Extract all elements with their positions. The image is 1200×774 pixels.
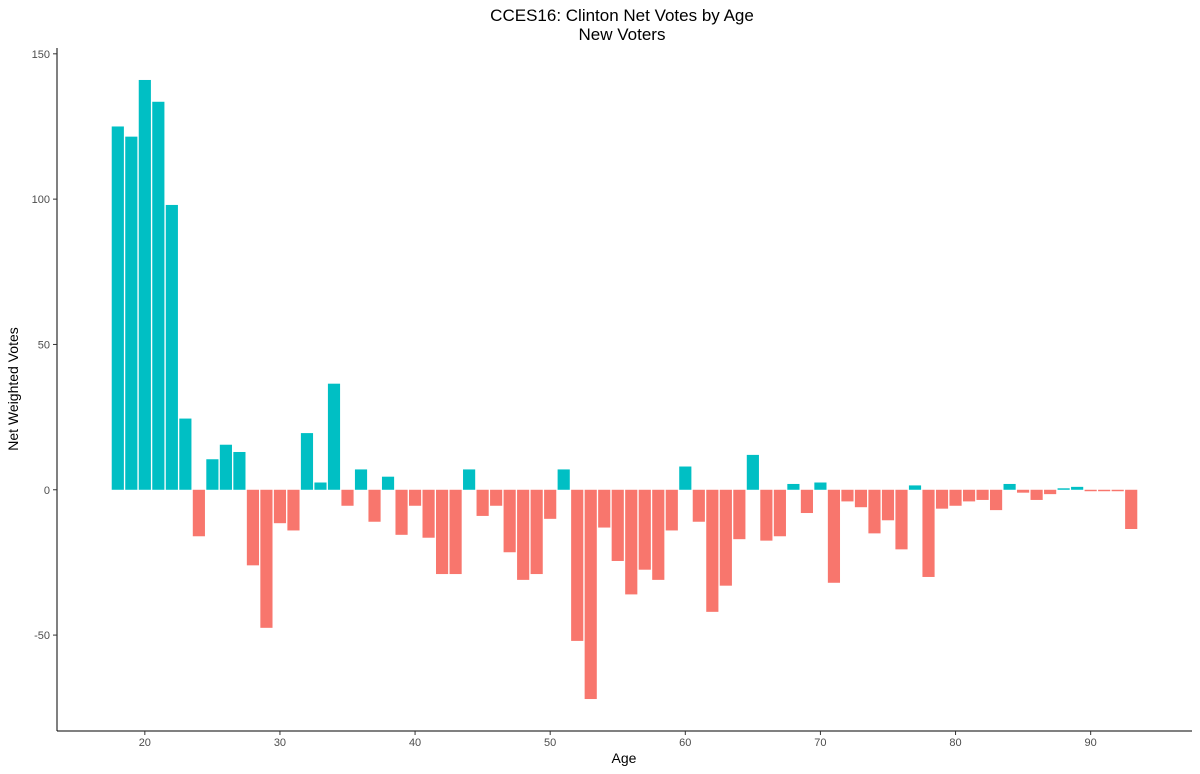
chart-subtitle: New Voters — [579, 25, 666, 44]
bar-age-92 — [1111, 489, 1124, 492]
y-axis-title: Net Weighted Votes — [5, 327, 21, 450]
bar-age-39 — [395, 489, 408, 535]
bar-age-51 — [557, 469, 570, 490]
bar-age-54 — [598, 489, 611, 528]
bar-age-20 — [138, 79, 151, 490]
x-tick-label: 40 — [409, 737, 421, 749]
bar-age-82 — [976, 489, 989, 500]
bar-age-74 — [868, 489, 881, 534]
bar-age-87 — [1044, 489, 1057, 495]
bar-age-24 — [192, 489, 205, 537]
bar-age-75 — [881, 489, 895, 521]
bar-age-29 — [260, 489, 273, 628]
bar-age-35 — [341, 489, 354, 506]
x-axis-ticks: 20 30 40 50 60 70 80 90 — [139, 731, 1097, 749]
bar-age-21 — [152, 101, 165, 490]
bar-age-41 — [422, 489, 435, 538]
y-axis-ticks: -50 0 50 100 150 — [32, 49, 57, 642]
bar-age-60 — [679, 466, 692, 490]
x-tick-label: 50 — [544, 737, 556, 749]
bar-age-33 — [314, 482, 327, 490]
bar-age-76 — [895, 489, 908, 550]
y-tick-label: -50 — [34, 630, 50, 642]
bar-age-26 — [219, 444, 232, 490]
bar-age-93 — [1125, 489, 1138, 530]
bar-age-37 — [368, 489, 381, 522]
bar-age-61 — [692, 489, 705, 522]
bar-age-27 — [233, 451, 246, 490]
y-tick-label: 150 — [32, 49, 50, 61]
bar-age-77 — [908, 485, 922, 490]
bar-age-38 — [381, 476, 395, 490]
bar-age-59 — [665, 489, 678, 531]
bar-age-63 — [719, 489, 732, 586]
bar-age-31 — [287, 489, 300, 531]
bar-age-18 — [111, 126, 124, 490]
bar-age-81 — [962, 489, 976, 502]
bar-age-71 — [827, 489, 841, 583]
bar-age-30 — [273, 489, 287, 524]
bar-age-78 — [922, 489, 935, 577]
bar-age-64 — [733, 489, 746, 540]
bar-age-68 — [787, 483, 800, 490]
x-tick-label: 90 — [1085, 737, 1097, 749]
bar-age-84 — [1003, 483, 1016, 490]
y-tick-label: 100 — [32, 194, 50, 206]
bar-age-89 — [1071, 486, 1084, 490]
bar-age-36 — [354, 469, 368, 490]
bar-age-83 — [989, 489, 1003, 511]
bar-age-91 — [1098, 489, 1111, 492]
x-tick-label: 20 — [139, 737, 151, 749]
bar-age-40 — [408, 489, 422, 506]
bar-age-49 — [530, 489, 543, 575]
bar-age-52 — [571, 489, 584, 641]
bar-age-85 — [1017, 489, 1030, 493]
bar-age-32 — [300, 433, 314, 490]
bar-age-48 — [517, 489, 530, 580]
bar-age-88 — [1057, 488, 1070, 490]
x-tick-label: 30 — [274, 737, 286, 749]
bar-age-69 — [800, 489, 813, 514]
bar-age-73 — [854, 489, 868, 508]
bar-age-50 — [544, 489, 557, 519]
bar-age-56 — [625, 489, 638, 595]
bar-age-86 — [1030, 489, 1043, 500]
bar-age-79 — [935, 489, 949, 509]
bar-age-62 — [706, 489, 719, 612]
bar-age-22 — [165, 204, 178, 490]
bar-age-80 — [949, 489, 962, 506]
bar-age-66 — [760, 489, 773, 541]
bar-age-55 — [611, 489, 624, 561]
bar-age-67 — [773, 489, 786, 537]
bar-age-65 — [746, 454, 759, 490]
x-axis-title: Age — [612, 750, 637, 766]
bar-age-58 — [652, 489, 665, 580]
bar-series — [111, 79, 1138, 700]
bar-age-19 — [125, 136, 138, 490]
bar-age-47 — [503, 489, 516, 553]
bar-age-57 — [638, 489, 651, 570]
bar-age-42 — [436, 489, 449, 575]
bar-age-25 — [206, 459, 219, 490]
bar-age-70 — [814, 482, 827, 490]
y-tick-label: 0 — [44, 485, 50, 497]
y-tick-label: 50 — [38, 339, 50, 351]
bar-age-53 — [584, 489, 597, 700]
bar-age-23 — [179, 418, 192, 490]
bar-age-28 — [246, 489, 260, 566]
bar-age-46 — [490, 489, 503, 506]
bar-age-45 — [476, 489, 489, 516]
chart-title: CCES16: Clinton Net Votes by Age — [490, 6, 754, 25]
bar-age-34 — [327, 383, 341, 490]
bar-age-43 — [449, 489, 462, 575]
x-tick-label: 60 — [679, 737, 691, 749]
x-tick-label: 70 — [814, 737, 826, 749]
x-tick-label: 80 — [949, 737, 961, 749]
bar-age-90 — [1084, 489, 1097, 492]
bar-age-44 — [463, 469, 476, 490]
bar-age-72 — [841, 489, 854, 502]
